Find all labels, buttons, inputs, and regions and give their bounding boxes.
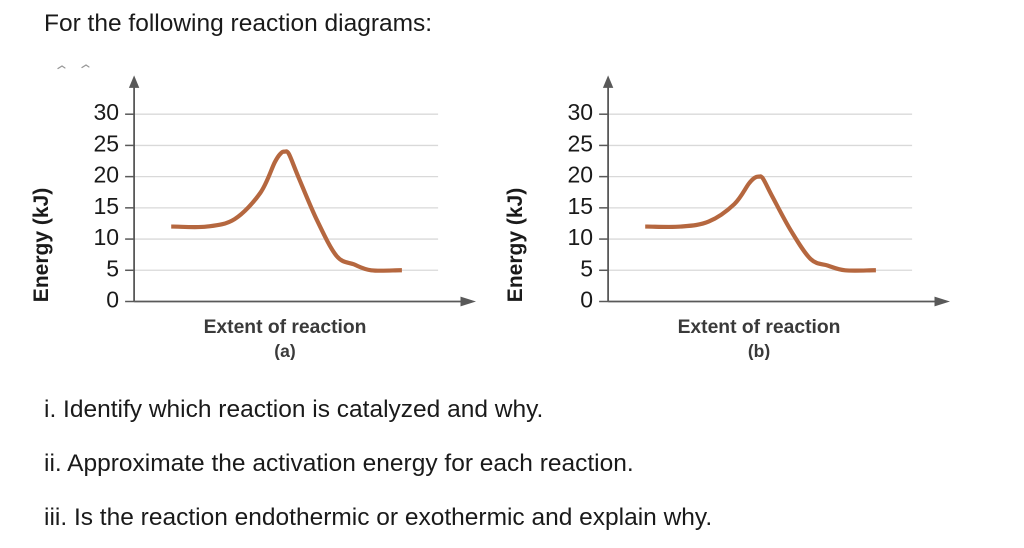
svg-text:15: 15: [94, 193, 120, 219]
svg-text:Energy (kJ): Energy (kJ): [504, 188, 527, 302]
svg-text:5: 5: [106, 255, 119, 281]
svg-text:10: 10: [94, 224, 120, 250]
svg-text:0: 0: [580, 287, 593, 313]
svg-text:25: 25: [568, 130, 594, 156]
svg-text:25: 25: [94, 130, 120, 156]
svg-text:Extent of reaction: Extent of reaction: [204, 317, 367, 338]
svg-text:20: 20: [568, 162, 594, 188]
svg-text:30: 30: [568, 99, 594, 125]
svg-text:30: 30: [94, 99, 120, 125]
svg-text:5: 5: [580, 255, 593, 281]
svg-text:10: 10: [568, 224, 594, 250]
svg-text:(b): (b): [748, 341, 770, 360]
svg-text:15: 15: [568, 193, 594, 219]
svg-text:Energy (kJ): Energy (kJ): [30, 188, 53, 302]
svg-text:0: 0: [106, 287, 119, 313]
svg-text:20: 20: [94, 162, 120, 188]
svg-text:Extent of reaction: Extent of reaction: [678, 317, 841, 338]
svg-text:(a): (a): [274, 341, 295, 360]
